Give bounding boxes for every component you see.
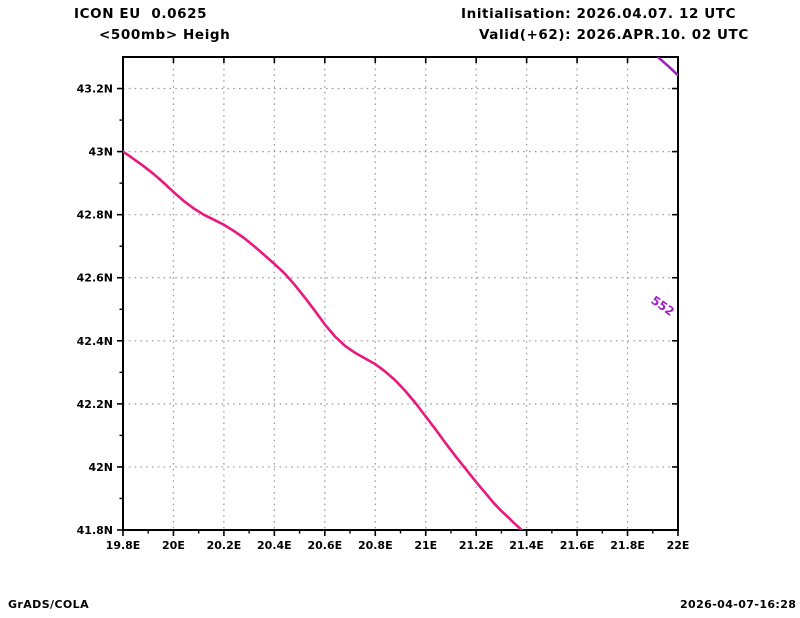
x-axis-tick-label: 20.4E <box>257 539 292 552</box>
x-axis-tick-label: 20.2E <box>207 539 242 552</box>
x-axis-tick-label: 21E <box>414 539 437 552</box>
x-axis-tick-label: 21.4E <box>509 539 544 552</box>
plot-frame <box>122 56 679 531</box>
y-axis-tick-label: 42.4N <box>77 335 113 348</box>
header-level-line: <500mb> Heigh <box>99 27 231 43</box>
header-model-line: ICON EU 0.0625 <box>74 6 208 22</box>
y-axis-tick-label: 42.2N <box>77 398 113 411</box>
x-axis-tick-label: 19.8E <box>106 539 141 552</box>
x-axis-tick-label: 21.6E <box>560 539 595 552</box>
contour-line-contour-purple <box>656 57 678 77</box>
x-axis-tick-label: 20.6E <box>307 539 342 552</box>
contour-line-contour-pink <box>123 150 523 530</box>
x-axis-tick-label: 20E <box>162 539 185 552</box>
y-axis-tick-label: 42.6N <box>77 272 113 285</box>
y-axis-labels: 41.8N 42N 42.2N 42.4N 42.6N 42.8N 43N 43.2N <box>77 83 113 537</box>
x-axis-tick-label: 21.2E <box>459 539 494 552</box>
x-axis-labels: 19.8E 20E 20.2E 20.4E 20.6E 20.8E 21E 21.2E 21.4… <box>106 539 690 552</box>
gridlines <box>123 57 678 530</box>
x-axis-tick-label: 22E <box>667 539 690 552</box>
y-axis-tick-label: 41.8N <box>77 524 113 537</box>
axis-ticks <box>117 57 679 536</box>
header-valid-time: Valid(+62): 2026.APR.10. 02 UTC <box>479 27 749 43</box>
contour-value-label: 552 <box>648 293 677 319</box>
x-axis-tick-label: 21.8E <box>610 539 645 552</box>
contour-annotations: 552 <box>648 293 677 319</box>
header-initialisation: Initialisation: 2026.04.07. 12 UTC <box>461 6 737 22</box>
y-axis-tick-label: 43.2N <box>77 83 113 96</box>
footer-timestamp: 2026-04-07-16:28 <box>680 598 797 611</box>
footer-producer: GrADS/COLA <box>8 598 89 611</box>
y-axis-tick-label: 43N <box>88 146 113 159</box>
y-axis-tick-label: 42N <box>88 461 113 474</box>
x-axis-tick-label: 20.8E <box>358 539 393 552</box>
y-axis-tick-label: 42.8N <box>77 209 113 222</box>
contour-lines <box>123 57 678 530</box>
